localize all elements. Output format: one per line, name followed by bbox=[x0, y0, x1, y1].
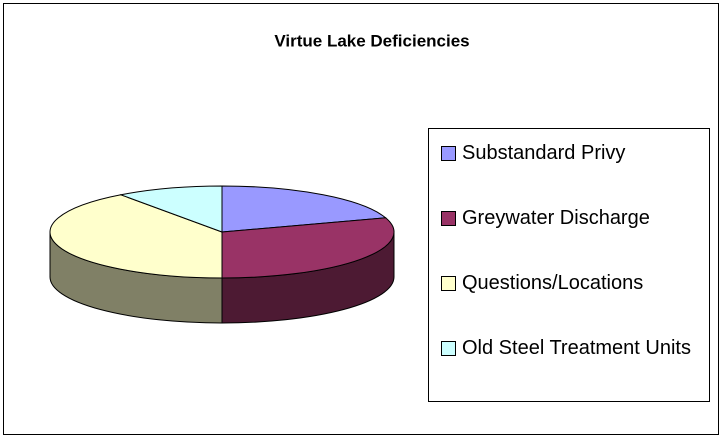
pie-slice bbox=[221, 217, 395, 279]
legend-label: Old Steel Treatment Units bbox=[462, 337, 691, 359]
pie-slice bbox=[49, 194, 223, 279]
pie-slice bbox=[119, 185, 223, 233]
legend-entry: Substandard Privy bbox=[441, 137, 702, 169]
legend: Substandard Privy Greywater Discharge Ques… bbox=[428, 128, 710, 402]
chart-title: Virtue Lake Deficiencies bbox=[274, 31, 469, 50]
legend-swatch bbox=[441, 276, 456, 291]
pie-slice bbox=[221, 185, 387, 233]
legend-entry: Questions/Locations bbox=[441, 267, 702, 299]
legend-entry: Old Steel Treatment Units bbox=[441, 332, 702, 364]
legend-swatch bbox=[441, 341, 456, 356]
legend-label: Greywater Discharge bbox=[462, 207, 650, 229]
legend-label: Substandard Privy bbox=[462, 142, 626, 164]
legend-label: Questions/Locations bbox=[462, 272, 644, 294]
legend-swatch bbox=[441, 211, 456, 226]
legend-entry: Greywater Discharge bbox=[441, 202, 702, 234]
legend-swatch bbox=[441, 146, 456, 161]
